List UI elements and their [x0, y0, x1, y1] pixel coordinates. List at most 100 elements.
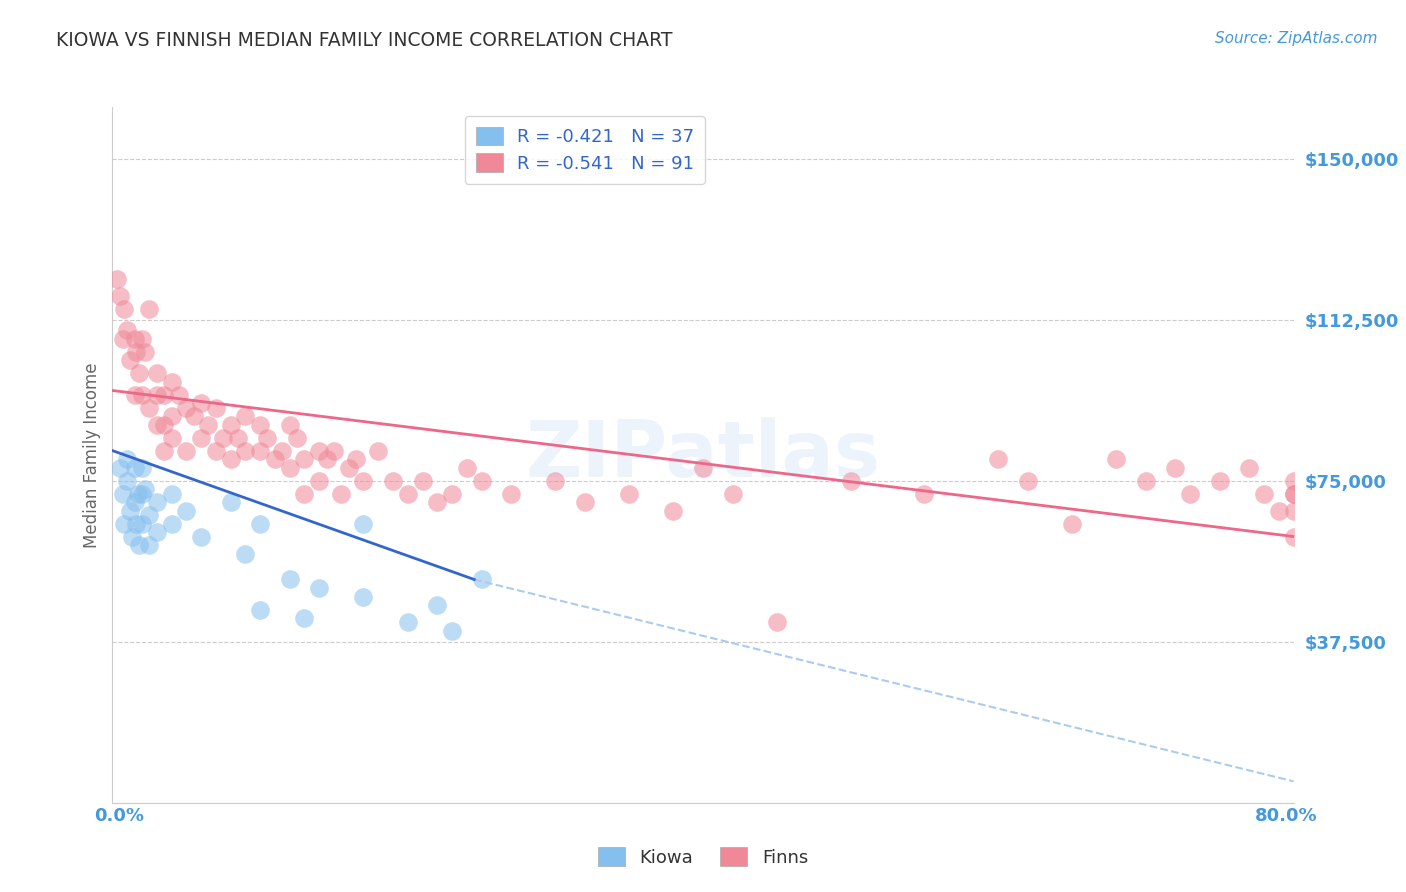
Point	[146, 417, 169, 432]
Point	[134, 344, 156, 359]
Point	[138, 401, 160, 415]
Point	[174, 443, 197, 458]
Point	[146, 495, 169, 509]
Point	[249, 417, 271, 432]
Point	[111, 332, 134, 346]
Point	[1017, 474, 1039, 488]
Point	[138, 508, 160, 522]
Point	[205, 401, 228, 415]
Point	[167, 388, 190, 402]
Point	[127, 486, 149, 500]
Point	[249, 602, 271, 616]
Point	[219, 452, 242, 467]
Point	[501, 486, 523, 500]
Point	[146, 388, 169, 402]
Point	[1208, 474, 1232, 488]
Point	[1282, 486, 1305, 500]
Point	[174, 504, 197, 518]
Point	[426, 495, 449, 509]
Point	[839, 474, 862, 488]
Point	[382, 474, 405, 488]
Text: 0.0%: 0.0%	[94, 807, 145, 825]
Text: Source: ZipAtlas.com: Source: ZipAtlas.com	[1215, 31, 1378, 46]
Point	[1164, 460, 1187, 475]
Point	[1135, 474, 1157, 488]
Point	[160, 431, 183, 445]
Point	[574, 495, 596, 509]
Point	[987, 452, 1010, 467]
Text: KIOWA VS FINNISH MEDIAN FAMILY INCOME CORRELATION CHART: KIOWA VS FINNISH MEDIAN FAMILY INCOME CO…	[56, 31, 672, 50]
Point	[249, 516, 271, 531]
Point	[692, 460, 714, 475]
Point	[121, 529, 143, 543]
Point	[544, 474, 567, 488]
Point	[1282, 474, 1305, 488]
Point	[105, 272, 128, 286]
Point	[160, 375, 183, 389]
Point	[108, 289, 131, 303]
Point	[190, 396, 212, 410]
Point	[292, 611, 315, 625]
Point	[190, 431, 212, 445]
Point	[233, 547, 256, 561]
Point	[124, 332, 146, 346]
Point	[183, 409, 205, 424]
Point	[308, 474, 330, 488]
Point	[124, 495, 146, 509]
Point	[308, 581, 330, 595]
Point	[619, 486, 641, 500]
Point	[1282, 504, 1305, 518]
Point	[1239, 460, 1261, 475]
Point	[470, 474, 494, 488]
Point	[1268, 504, 1291, 518]
Point	[212, 431, 235, 445]
Point	[160, 516, 183, 531]
Point	[153, 388, 176, 402]
Point	[337, 460, 360, 475]
Point	[662, 504, 685, 518]
Legend: Kiowa, Finns: Kiowa, Finns	[591, 840, 815, 874]
Point	[131, 486, 153, 500]
Point	[1253, 486, 1275, 500]
Point	[441, 486, 464, 500]
Point	[131, 516, 153, 531]
Point	[197, 417, 219, 432]
Point	[352, 474, 374, 488]
Point	[160, 486, 183, 500]
Point	[278, 417, 301, 432]
Point	[249, 443, 271, 458]
Point	[138, 538, 160, 552]
Point	[396, 615, 419, 630]
Point	[219, 417, 242, 432]
Point	[146, 525, 169, 540]
Point	[160, 409, 183, 424]
Point	[125, 344, 148, 359]
Point	[117, 323, 138, 337]
Point	[131, 388, 153, 402]
Point	[138, 301, 160, 316]
Point	[1062, 516, 1084, 531]
Point	[278, 573, 301, 587]
Point	[292, 486, 315, 500]
Point	[456, 460, 478, 475]
Point	[352, 590, 374, 604]
Point	[153, 417, 176, 432]
Point	[128, 367, 150, 381]
Point	[219, 495, 242, 509]
Point	[352, 516, 374, 531]
Point	[131, 332, 153, 346]
Text: ZIPatlas: ZIPatlas	[526, 417, 880, 493]
Point	[120, 353, 142, 368]
Point	[1105, 452, 1128, 467]
Point	[766, 615, 789, 630]
Point	[117, 474, 138, 488]
Point	[292, 452, 315, 467]
Point	[470, 573, 494, 587]
Point	[411, 474, 433, 488]
Point	[146, 367, 169, 381]
Point	[233, 409, 256, 424]
Point	[315, 452, 337, 467]
Point	[117, 452, 138, 467]
Point	[233, 443, 256, 458]
Point	[120, 504, 142, 518]
